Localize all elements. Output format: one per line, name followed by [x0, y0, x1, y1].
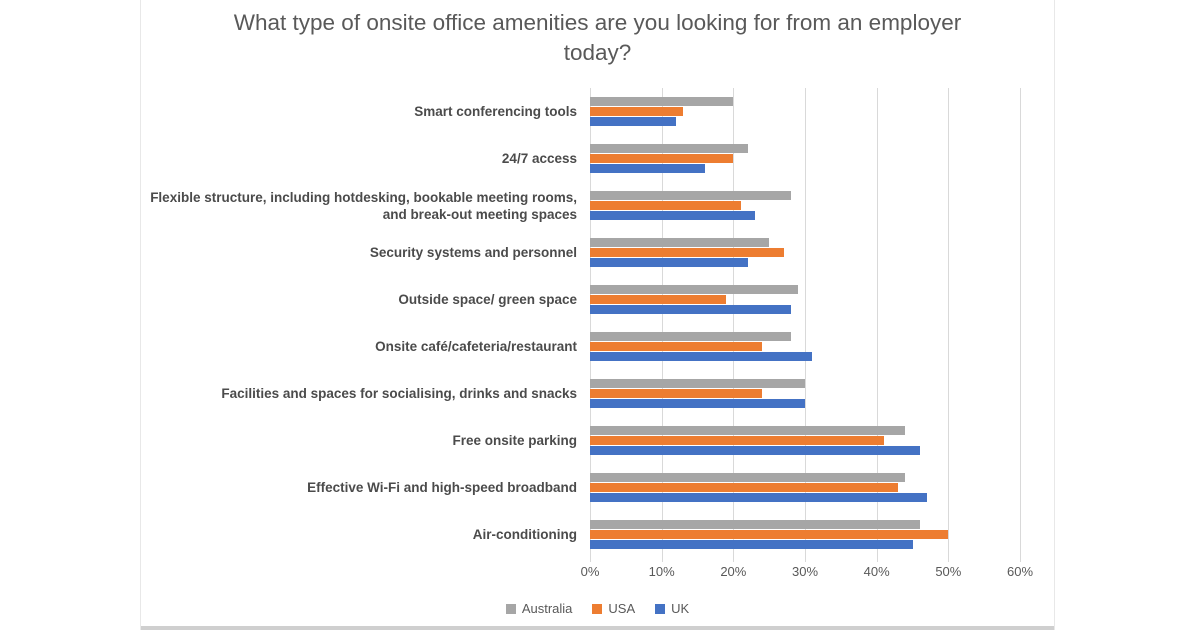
bar-group — [590, 229, 1020, 276]
category-label: Facilities and spaces for socialising, d… — [221, 386, 577, 401]
bar-group — [590, 323, 1020, 370]
legend-label: UK — [671, 601, 690, 616]
legend-label: USA — [608, 601, 636, 616]
bar-group — [590, 511, 1020, 558]
bar-australia — [590, 238, 770, 247]
bar-uk — [590, 540, 913, 549]
bar-uk — [590, 117, 676, 126]
bar-group — [590, 370, 1020, 417]
category-label: Free onsite parking — [452, 433, 577, 448]
bottom-edge-strip — [141, 626, 1054, 630]
gridline — [733, 88, 735, 562]
bar-group — [590, 464, 1020, 511]
x-tick-label: 50% — [935, 564, 962, 579]
bar-australia — [590, 144, 748, 153]
bar-uk — [590, 258, 748, 267]
legend-item-australia: Australia — [505, 601, 573, 616]
category-label: Smart conferencing tools — [414, 104, 577, 119]
bar-uk — [590, 446, 920, 455]
bar-uk — [590, 305, 791, 314]
category-label: Outside space/ green space — [398, 292, 577, 307]
bar-australia — [590, 473, 906, 482]
bar-uk — [590, 164, 705, 173]
bar-uk — [590, 493, 927, 502]
x-tick-label: 40% — [863, 564, 890, 579]
bar-usa — [590, 389, 762, 398]
gridline — [661, 88, 663, 562]
x-axis: 0% 10% 20% 30% 40% 50% 60% — [581, 564, 1033, 582]
bar-australia — [590, 379, 805, 388]
bar-usa — [590, 107, 684, 116]
gridline — [876, 88, 878, 562]
gridline — [1020, 88, 1021, 562]
bar-australia — [590, 97, 734, 106]
gridline — [948, 88, 950, 562]
bar-usa — [590, 342, 762, 351]
legend-swatch-icon — [655, 603, 666, 614]
category-labels: Smart conferencing tools 24/7 access Flexi… — [141, 88, 590, 558]
legend-swatch-icon — [505, 603, 516, 614]
category-label: 24/7 access — [501, 151, 577, 166]
bar-usa — [590, 530, 949, 539]
bar-uk — [590, 211, 755, 220]
legend-swatch-icon — [592, 603, 603, 614]
bar-australia — [590, 285, 798, 294]
bar-group — [590, 182, 1020, 229]
chart-panel: What type of onsite office amenities are… — [140, 0, 1055, 630]
legend-label: Australia — [521, 601, 573, 616]
category-label: Onsite café/cafeteria/restaurant — [375, 339, 577, 354]
bar-usa — [590, 201, 741, 210]
bar-uk — [590, 352, 813, 361]
bar-uk — [590, 399, 805, 408]
bar-usa — [590, 436, 884, 445]
category-label: Flexible structure, including hotdesking… — [150, 189, 577, 222]
bar-usa — [590, 483, 899, 492]
legend-item-uk: UK — [655, 601, 689, 616]
legend-item-usa: USA — [592, 601, 635, 616]
bar-usa — [590, 295, 727, 304]
category-label: Air-conditioning — [472, 527, 577, 542]
gridline — [805, 88, 806, 562]
x-tick-label: 0% — [580, 564, 600, 579]
bar-australia — [590, 426, 906, 435]
plot-area — [590, 88, 1021, 562]
x-tick-label: 60% — [1006, 564, 1034, 579]
x-tick-label: 30% — [791, 564, 819, 579]
category-label: Security systems and personnel — [369, 245, 577, 260]
bar-group — [590, 88, 1020, 135]
bar-group — [590, 417, 1020, 464]
bar-australia — [590, 520, 920, 529]
bar-australia — [590, 332, 791, 341]
x-tick-label: 10% — [648, 564, 675, 579]
bar-usa — [590, 248, 784, 257]
chart-title: What type of onsite office amenities are… — [233, 10, 962, 65]
x-tick-label: 20% — [720, 564, 747, 579]
bar-group — [590, 276, 1020, 323]
gridline — [590, 88, 591, 562]
category-label: Effective Wi-Fi and high-speed broadband — [307, 480, 577, 495]
bar-australia — [590, 191, 791, 200]
bar-usa — [590, 154, 734, 163]
legend: Australia USA UK — [141, 601, 1054, 616]
bar-group — [590, 135, 1020, 182]
